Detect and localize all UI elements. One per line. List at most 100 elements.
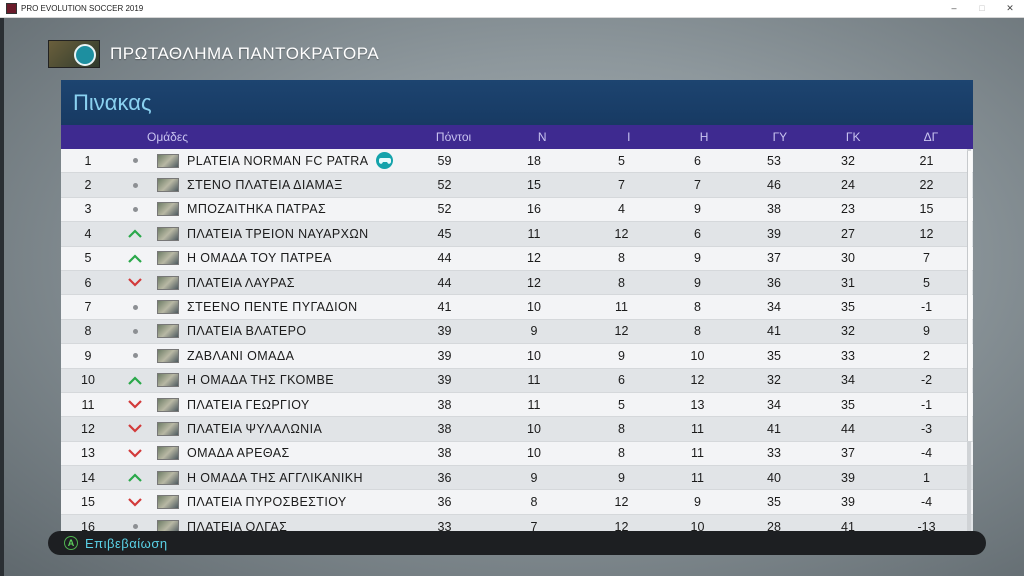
league-logo (48, 40, 100, 68)
row-goals-for: 35 (767, 348, 781, 363)
team-name: ΠΛΑΤΕΙΑ ΨΥΛΑΛΩΝΙΑ (187, 421, 323, 436)
row-goals-against: 41 (841, 519, 855, 534)
row-drawn: 6 (618, 373, 625, 388)
row-goals-for: 41 (767, 324, 781, 339)
table-row[interactable]: 6 ΠΛΑΤΕΙΑ ΛΑΥΡΑΣ 44 12 8 9 36 31 5 (61, 270, 973, 296)
row-goals-for: 46 (767, 178, 781, 193)
row-rank: 11 (81, 397, 95, 412)
row-goals-for: 32 (767, 373, 781, 388)
minimize-icon[interactable]: – (951, 3, 957, 13)
team-name-cell: ΖΑΒΛΑΝΙ ΟΜΑΔΑ (181, 349, 405, 363)
row-goal-difference: -2 (920, 373, 933, 388)
row-won: 9 (530, 470, 538, 485)
confirm-label[interactable]: Επιβεβαίωση (85, 535, 168, 551)
standings-panel: Πινακας Ομάδες Πόντοι Ν Ι Η ΓΥ ΓΚ ΔΓ 1 PL… (61, 80, 973, 540)
team-crest-icon (157, 470, 179, 485)
row-points: 59 (437, 153, 452, 168)
header-won: Ν (537, 130, 547, 144)
chevron-down-icon (128, 400, 142, 409)
team-name: ΖΑΒΛΑΝΙ ΟΜΑΔΑ (187, 348, 295, 363)
app-icon (6, 3, 17, 14)
row-goal-difference: -1 (920, 300, 933, 315)
row-goals-for: 36 (767, 275, 781, 290)
row-lost: 13 (690, 397, 705, 412)
scrollbar-thumb[interactable] (967, 151, 972, 441)
team-crest-cell (155, 397, 181, 412)
row-won: 10 (527, 446, 541, 461)
team-crest-icon (157, 202, 179, 217)
table-row[interactable]: 15 ΠΛΑΤΕΙΑ ΠΥΡΟΣΒΕΣΤΙΟΥ 36 8 12 9 35 39 -4 (61, 490, 973, 515)
row-drawn: 12 (614, 324, 629, 339)
table-row[interactable]: 10 Η ΟΜΑΔΑ ΤΗΣ ΓΚΟΜΒΕ 39 11 6 12 32 34 -2 (61, 368, 973, 393)
no-change-dot-icon (115, 304, 155, 310)
team-crest-cell (155, 202, 181, 217)
table-row[interactable]: 8 ΠΛΑΤΕΙΑ ΒΛΑΤΕΡΟ 39 9 12 8 41 32 9 (61, 319, 973, 345)
row-lost: 8 (694, 324, 701, 339)
maximize-icon[interactable]: □ (979, 3, 985, 13)
a-button-icon[interactable]: A (64, 536, 78, 550)
table-row[interactable]: 2 ΣΤΕΝΟ ΠΛΑΤΕΙΑ ΔΙΑΜΑΞ 52 15 7 7 46 24 22 (61, 173, 973, 198)
row-points: 44 (437, 251, 452, 266)
team-crest-icon (157, 251, 179, 266)
row-won: 16 (527, 202, 541, 217)
row-won: 11 (527, 226, 541, 241)
row-goal-difference: 9 (923, 324, 930, 339)
row-goal-difference: -3 (920, 421, 933, 436)
team-name-cell: ΠΛΑΤΕΙΑ ΠΥΡΟΣΒΕΣΤΙΟΥ (181, 495, 405, 509)
row-lost: 6 (694, 153, 701, 168)
team-crest-cell (155, 446, 181, 461)
team-crest-cell (155, 470, 181, 485)
dot-icon (132, 353, 138, 359)
row-rank: 5 (84, 251, 92, 266)
team-name-cell: Η ΟΜΑΔΑ ΤΗΣ ΓΚΟΜΒΕ (181, 373, 405, 387)
close-icon[interactable]: ✕ (1006, 3, 1014, 13)
row-drawn: 12 (614, 226, 629, 241)
row-drawn: 8 (618, 446, 625, 461)
table-row[interactable]: 4 ΠΛΑΤΕΙΑ ΤΡΕΙΟΝ ΝΑΥΑΡΧΩΝ 45 11 12 6 39 27 12 (61, 222, 973, 247)
table-row[interactable]: 14 Η ΟΜΑΔΑ ΤΗΣ ΑΓΓΛΙΚΑΝΙΚΗ 36 9 9 11 40 39 1 (61, 466, 973, 491)
team-crest-icon (157, 324, 179, 339)
team-name-cell: ΠΛΑΤΕΙΑ ΟΛΓΑΣ (181, 520, 405, 534)
team-crest-icon (157, 226, 179, 241)
row-goal-difference: -13 (917, 519, 936, 534)
table-row[interactable]: 9 ΖΑΒΛΑΝΙ ΟΜΑΔΑ 39 10 9 10 35 33 2 (61, 344, 973, 369)
row-won: 10 (527, 421, 541, 436)
row-goals-against: 35 (841, 300, 855, 315)
row-goals-against: 44 (841, 421, 855, 436)
team-crest-cell (155, 348, 181, 363)
row-rank: 1 (84, 153, 92, 168)
row-rank: 16 (81, 519, 95, 534)
row-goals-for: 35 (767, 495, 781, 510)
chevron-up-icon (128, 229, 142, 239)
header-lost: Η (699, 130, 709, 144)
table-row[interactable]: 7 ΣΤΕΕΝΟ ΠΕΝΤΕ ΠΥΓΑΔΙΟΝ 41 10 11 8 34 35 -1 (61, 295, 973, 320)
row-points: 38 (437, 421, 452, 436)
team-name: ΠΛΑΤΕΙΑ ΒΛΑΤΕΡΟ (187, 324, 307, 339)
window-titlebar: PRO EVOLUTION SOCCER 2019 – □ ✕ (0, 0, 1024, 18)
row-rank: 9 (84, 348, 92, 363)
row-goal-difference: 7 (923, 251, 930, 266)
team-name: ΣΤΕΝΟ ΠΛΑΤΕΙΑ ΔΙΑΜΑΞ (187, 178, 343, 193)
table-row[interactable]: 3 ΜΠΟΖΑΙΤΗΚΑ ΠΑΤΡΑΣ 52 16 4 9 38 23 15 (61, 197, 973, 223)
row-won: 8 (530, 495, 538, 510)
dot-icon (132, 158, 138, 164)
no-change-dot-icon (115, 182, 155, 188)
table-row[interactable]: 5 Η ΟΜΑΔΑ ΤΟΥ ΠΑΤΡΕΑ 44 12 8 9 37 30 7 (61, 246, 973, 271)
table-title: Πινακας (73, 89, 152, 115)
row-points: 41 (437, 300, 452, 315)
league-title: ΠΡΩΤΑΘΛΗΜΑ ΠΑΝΤΟΚΡΑΤΟΡΑ (110, 44, 380, 63)
row-rank: 15 (81, 495, 95, 510)
left-edge-strip (0, 18, 4, 576)
table-row[interactable]: 13 ΟΜΑΔΑ ΑΡΕΘΑΣ 38 10 8 11 33 37 -4 (61, 441, 973, 467)
team-name: Η ΟΜΑΔΑ ΤΗΣ ΓΚΟΜΒΕ (187, 373, 334, 388)
row-won: 7 (530, 519, 538, 534)
team-name: Η ΟΜΑΔΑ ΤΗΣ ΑΓΓΛΙΚΑΝΙΚΗ (187, 470, 363, 485)
table-row[interactable]: 1 PLATEIA NORMAN FC PATRA 59 18 5 6 53 32 21 (61, 149, 973, 174)
row-goal-difference: -4 (920, 495, 933, 510)
table-row[interactable]: 12 ΠΛΑΤΕΙΑ ΨΥΛΑΛΩΝΙΑ 38 10 8 11 41 44 -3 (61, 417, 973, 442)
scrollbar[interactable] (967, 149, 972, 540)
team-crest-cell (155, 324, 181, 339)
row-goals-against: 39 (841, 470, 855, 485)
row-drawn: 8 (618, 275, 625, 290)
table-row[interactable]: 11 ΠΛΑΤΕΙΑ ΓΕΩΡΓΙΟΥ 38 11 5 13 34 35 -1 (61, 392, 973, 418)
